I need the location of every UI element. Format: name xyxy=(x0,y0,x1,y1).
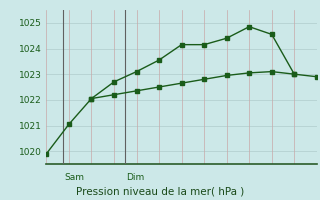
Text: Sam: Sam xyxy=(64,173,84,182)
Text: Pression niveau de la mer( hPa ): Pression niveau de la mer( hPa ) xyxy=(76,186,244,196)
Text: Dim: Dim xyxy=(126,173,145,182)
